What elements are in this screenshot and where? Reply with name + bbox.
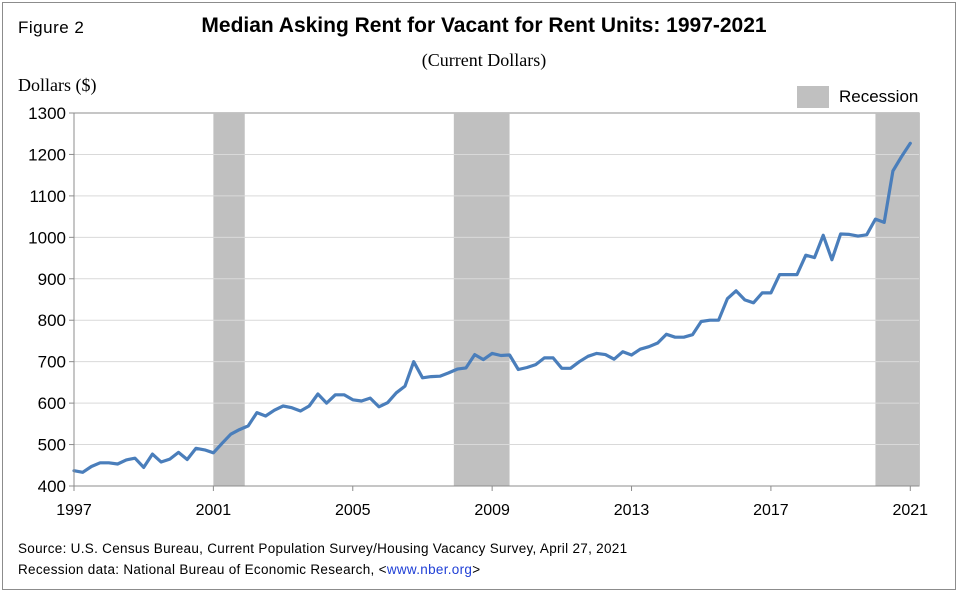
recession-note-prefix: Recession data: National Bureau of Econo… <box>18 562 387 577</box>
legend: Recession <box>797 86 918 108</box>
recession-note-suffix: > <box>472 562 481 577</box>
legend-label-recession: Recession <box>839 87 919 106</box>
legend-swatch-recession <box>797 86 829 108</box>
x-tick-label: 2013 <box>614 502 650 519</box>
y-tick-label: 1000 <box>28 228 66 247</box>
y-tick-label: 500 <box>38 436 66 455</box>
series-line <box>72 141 912 474</box>
y-axis-label: Dollars ($) <box>18 75 97 95</box>
recession-note: Recession data: National Bureau of Econo… <box>18 559 627 580</box>
x-tick-label: 2021 <box>892 502 928 519</box>
chart-subtitle: (Current Dollars) <box>421 50 547 70</box>
figure-label: Figure 2 <box>18 18 85 37</box>
x-tick-label: 2005 <box>335 502 371 519</box>
y-tick-label: 800 <box>38 311 66 330</box>
y-tick-label: 600 <box>38 394 66 413</box>
y-tick-label: 900 <box>38 270 66 289</box>
nber-link[interactable]: www.nber.org <box>386 562 473 577</box>
y-tick-label: 1100 <box>29 187 66 206</box>
source-notes: Source: U.S. Census Bureau, Current Popu… <box>18 538 627 580</box>
x-tick-label: 2001 <box>196 502 232 519</box>
x-tick-label: 2009 <box>474 502 510 519</box>
x-tick-label: 2017 <box>753 502 789 519</box>
recession-band <box>875 113 919 486</box>
chart-title: Median Asking Rent for Vacant for Rent U… <box>201 14 767 37</box>
recession-band <box>453 113 510 486</box>
y-tick-label: 700 <box>38 353 66 372</box>
y-tick-label: 1300 <box>28 104 66 123</box>
x-tick-label: 1997 <box>56 502 92 519</box>
y-tick-label: 400 <box>38 477 66 496</box>
recession-band <box>213 113 245 486</box>
y-tick-label: 1200 <box>28 145 66 164</box>
source-line: Source: U.S. Census Bureau, Current Popu… <box>18 541 628 556</box>
